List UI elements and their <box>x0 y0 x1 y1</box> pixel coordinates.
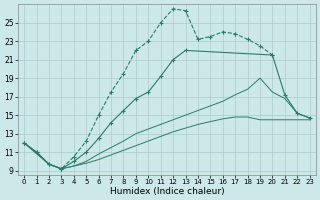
X-axis label: Humidex (Indice chaleur): Humidex (Indice chaleur) <box>109 187 224 196</box>
